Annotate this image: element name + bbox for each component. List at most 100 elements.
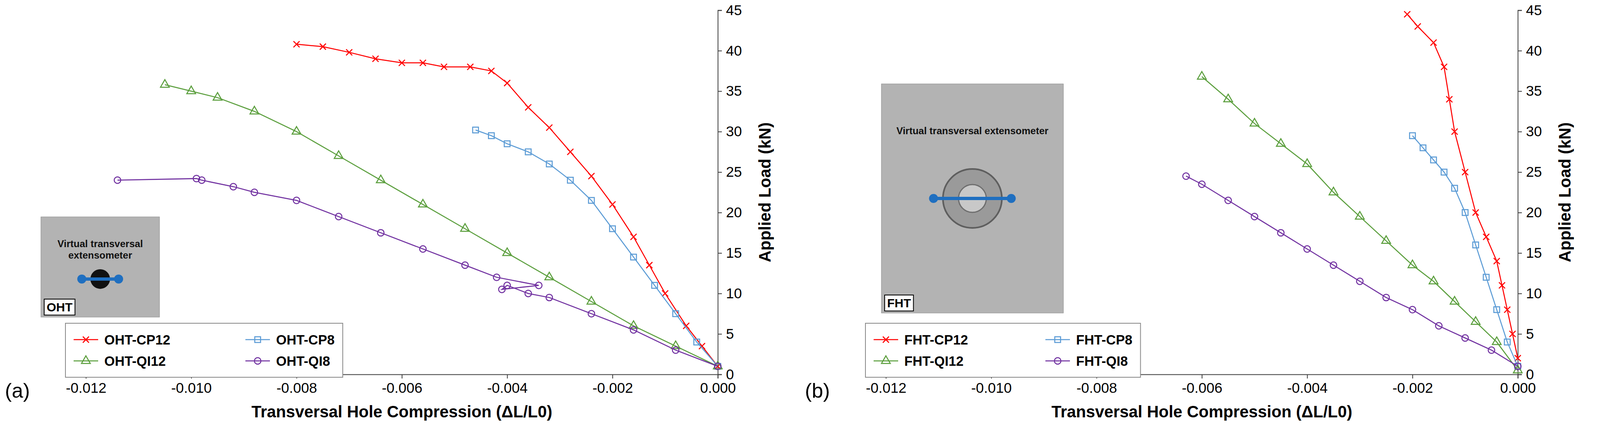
legend-box bbox=[865, 323, 1141, 378]
data-point bbox=[1492, 336, 1502, 345]
legend-item: OHT-CP12 bbox=[73, 332, 171, 348]
y-tick-mark bbox=[717, 293, 722, 295]
y-tick: 45 bbox=[717, 2, 742, 18]
extensometer-end bbox=[114, 274, 124, 284]
x-tick-mark bbox=[1307, 374, 1308, 379]
legend-label: OHT-CP8 bbox=[276, 332, 335, 348]
data-point bbox=[1451, 128, 1458, 135]
y-tick-label: 20 bbox=[1525, 204, 1542, 221]
data-point bbox=[629, 320, 638, 329]
y-tick-label: 10 bbox=[1525, 285, 1542, 302]
data-point bbox=[1329, 187, 1338, 196]
y-tick: 25 bbox=[1517, 163, 1542, 180]
inset-background bbox=[40, 216, 160, 317]
data-point bbox=[1429, 276, 1438, 284]
data-point bbox=[419, 245, 427, 252]
y-tick: 40 bbox=[717, 42, 742, 59]
data-point bbox=[1440, 63, 1448, 70]
data-point bbox=[213, 92, 222, 101]
data-point bbox=[1488, 346, 1495, 354]
inset-caption: Virtual transversalextensometer bbox=[57, 238, 143, 261]
data-point bbox=[1409, 132, 1416, 139]
y-tick-mark bbox=[717, 90, 722, 92]
data-point bbox=[493, 274, 500, 281]
data-point bbox=[377, 229, 385, 236]
y-tick-label: 0 bbox=[725, 366, 734, 383]
data-point bbox=[1330, 261, 1337, 269]
plot: -0.012-0.010-0.008-0.006-0.004-0.0020.00… bbox=[65, 2, 774, 421]
x-tick-label: -0.012 bbox=[65, 379, 107, 396]
y-tick-mark bbox=[1517, 293, 1522, 295]
x-tick: -0.004 bbox=[1287, 374, 1328, 396]
data-point bbox=[334, 150, 343, 159]
data-point bbox=[504, 140, 511, 147]
data-point bbox=[693, 339, 700, 345]
data-point bbox=[376, 175, 385, 183]
y-tick: 5 bbox=[1517, 325, 1534, 342]
data-point bbox=[251, 188, 258, 196]
data-point bbox=[662, 290, 669, 297]
y-tick-label: 35 bbox=[1525, 82, 1542, 99]
series-line bbox=[1412, 135, 1519, 367]
legend-label: FHT-CP8 bbox=[1076, 332, 1133, 348]
data-point bbox=[502, 247, 512, 256]
legend: OHT-CP12OHT-CP8OHT-QI12OHT-QI8 bbox=[65, 323, 343, 378]
data-point bbox=[525, 104, 532, 111]
data-point bbox=[114, 176, 121, 184]
data-point bbox=[1430, 157, 1437, 163]
x-tick-mark bbox=[401, 374, 403, 379]
data-point bbox=[160, 79, 169, 88]
data-point bbox=[319, 43, 326, 50]
y-tick: 20 bbox=[1517, 204, 1542, 221]
y-tick-label: 0 bbox=[1525, 366, 1534, 383]
x-tick-mark bbox=[507, 374, 508, 379]
y-tick: 25 bbox=[717, 163, 742, 180]
legend-marker bbox=[1054, 357, 1061, 365]
data-point bbox=[372, 55, 379, 62]
inset-caption: Virtual transversal extensometer bbox=[896, 125, 1049, 137]
data-point bbox=[525, 289, 532, 297]
legend-item: FHT-CP12 bbox=[873, 332, 969, 348]
y-tick-mark bbox=[717, 374, 722, 376]
data-point bbox=[1514, 362, 1522, 370]
data-point bbox=[1382, 294, 1390, 301]
x-tick-label: -0.012 bbox=[865, 379, 907, 396]
data-point bbox=[504, 80, 511, 87]
y-tick: 40 bbox=[1517, 42, 1542, 59]
data-point bbox=[609, 201, 616, 208]
legend-label: OHT-QI8 bbox=[276, 353, 331, 369]
data-point bbox=[418, 199, 427, 207]
chart-root: Virtual transversalextensometerOHT-0.012… bbox=[0, 0, 1600, 437]
data-point bbox=[335, 213, 342, 220]
data-point bbox=[672, 346, 679, 354]
data-point bbox=[1483, 233, 1490, 240]
y-tick-mark bbox=[1517, 10, 1522, 12]
y-axis-title: Applied Load (kN) bbox=[755, 122, 774, 263]
data-point bbox=[1504, 339, 1511, 345]
y-tick-mark bbox=[717, 131, 722, 133]
data-point bbox=[460, 223, 470, 232]
y-tick-label: 40 bbox=[1525, 42, 1542, 59]
extensometer-end bbox=[77, 274, 87, 284]
data-point bbox=[1435, 322, 1443, 329]
legend-marker bbox=[883, 336, 890, 343]
legend-line bbox=[1045, 339, 1070, 341]
x-tick-label: -0.002 bbox=[592, 379, 633, 396]
x-tick-label: -0.008 bbox=[1076, 379, 1117, 396]
data-point bbox=[440, 63, 448, 70]
legend-item: FHT-CP8 bbox=[1045, 332, 1133, 348]
data-area bbox=[114, 41, 722, 370]
legend-label: FHT-QI12 bbox=[904, 353, 964, 369]
y-tick: 15 bbox=[717, 244, 742, 261]
data-point bbox=[1303, 245, 1311, 252]
y-tick-mark bbox=[1517, 90, 1522, 92]
data-point bbox=[1430, 39, 1437, 46]
y-tick-mark bbox=[717, 333, 722, 335]
data-point bbox=[193, 175, 200, 182]
data-point bbox=[1450, 296, 1459, 305]
legend-marker bbox=[81, 355, 90, 364]
data-point bbox=[567, 148, 574, 156]
data-point bbox=[346, 49, 353, 56]
data-point bbox=[544, 271, 554, 280]
y-tick-mark bbox=[1517, 252, 1522, 254]
